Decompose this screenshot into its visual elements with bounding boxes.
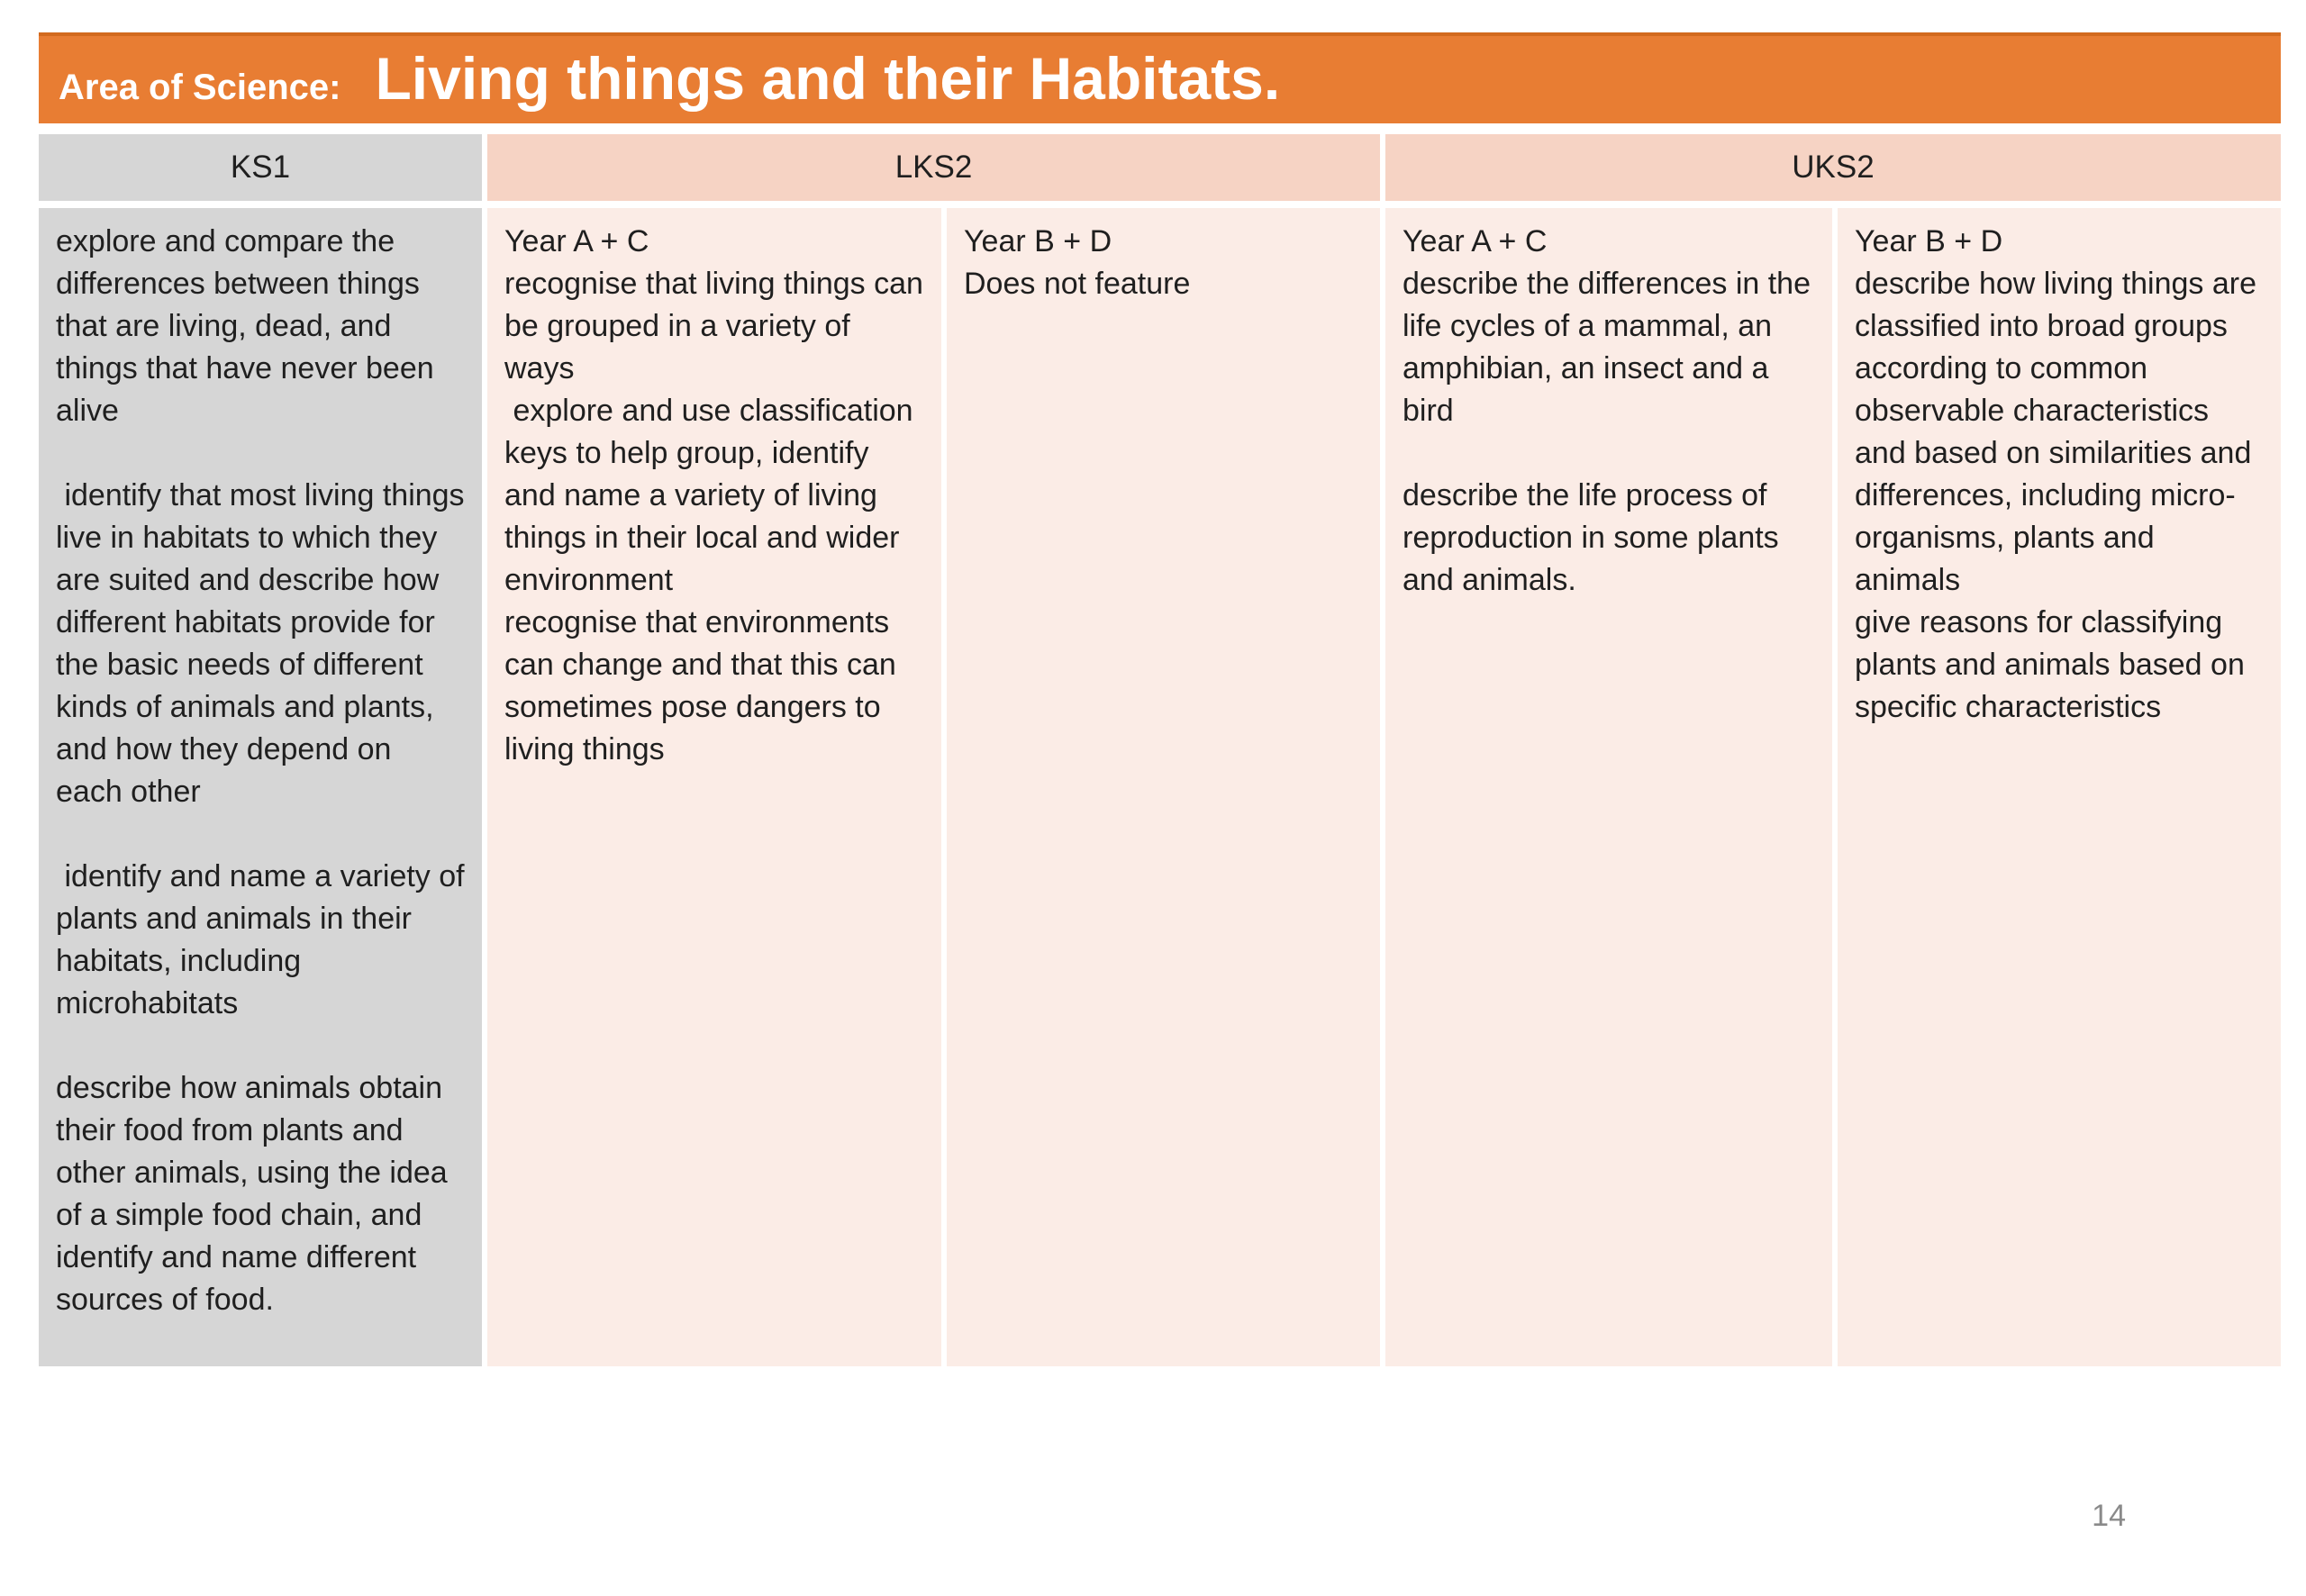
cell-ks1: explore and compare the differences betw… xyxy=(39,208,482,1366)
column-header-uks2: UKS2 xyxy=(1385,134,2281,201)
area-of-science-label: Area of Science: xyxy=(59,68,341,107)
slide: Area of Science: Living things and their… xyxy=(39,32,2281,1366)
curriculum-table: KS1 LKS2 UKS2 explore and compare the di… xyxy=(39,134,2281,1366)
cell-uks2-year-b-d: Year B + D describe how living things ar… xyxy=(1838,208,2281,1366)
page-number: 14 xyxy=(2092,1499,2126,1533)
cell-lks2-year-a-c: Year A + C recognise that living things … xyxy=(487,208,941,1366)
column-header-ks1: KS1 xyxy=(39,134,482,201)
column-header-lks2: LKS2 xyxy=(487,134,1380,201)
title-bar: Area of Science: Living things and their… xyxy=(39,32,2281,123)
cell-uks2-year-a-c: Year A + C describe the differences in t… xyxy=(1385,208,1832,1366)
cell-lks2-year-b-d: Year B + D Does not feature xyxy=(947,208,1380,1366)
page-title: Living things and their Habitats. xyxy=(375,45,1281,112)
